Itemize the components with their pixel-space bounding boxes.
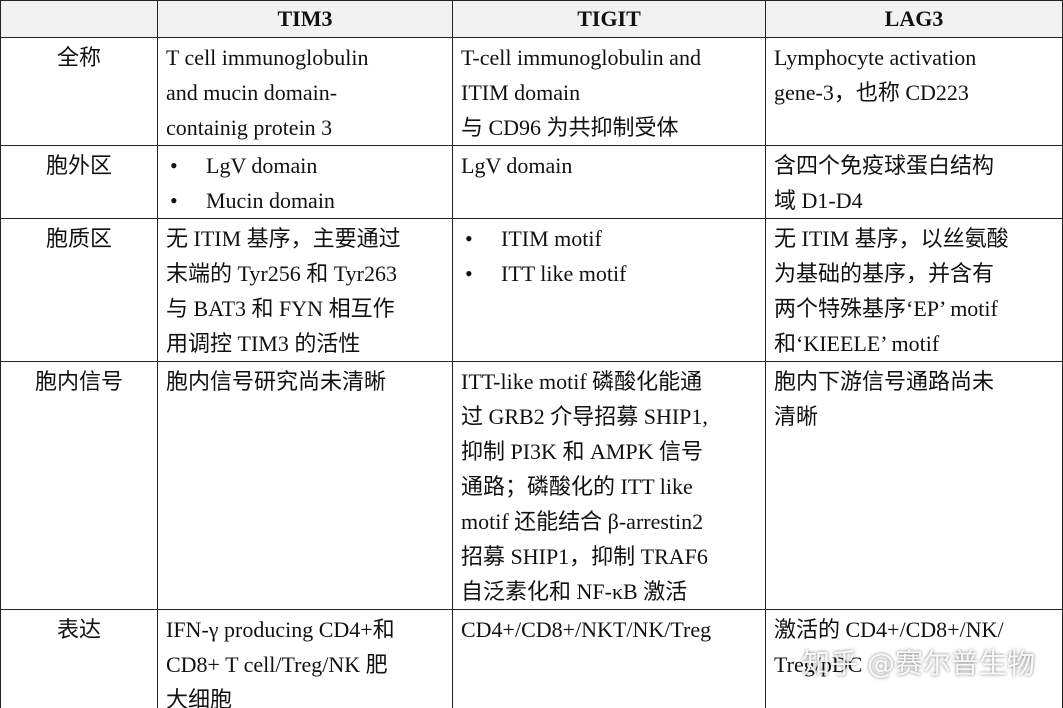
text-line: 抑制 PI3K 和 AMPK 信号 — [461, 439, 704, 464]
table-row: 胞质区无 ITIM 基序，主要通过 末端的 Tyr256 和 Tyr263 与 BA… — [0, 218, 1063, 362]
text-line: ITT-like motif 磷酸化能通 — [461, 369, 703, 394]
text-line: 招募 SHIP1，抑制 TRAF6 — [461, 544, 708, 569]
bullet-list: LgV domainMucin domain — [166, 148, 444, 218]
table-cell: 无 ITIM 基序，以丝氨酸 为基础的基序，并含有 两个特殊基序‘EP’ motif… — [765, 218, 1063, 362]
table-cell: 无 ITIM 基序，主要通过 末端的 Tyr256 和 Tyr263 与 BAT3 … — [157, 218, 453, 362]
table-cell: LgV domain — [452, 145, 766, 219]
text-line: 用调控 TIM3 的活性 — [166, 331, 361, 356]
watermark: 知乎 @赛尔普生物 — [802, 647, 1035, 680]
text-line: CD8+ T cell/Treg/NK 肥 — [166, 652, 388, 677]
text-line: 含四个免疫球蛋白结构 — [774, 153, 995, 178]
table-cell: 胞内信号研究尚未清晰 — [157, 361, 453, 610]
table-cell: 胞内下游信号通路尚未 清晰 — [765, 361, 1063, 610]
text-line: 清晰 — [774, 404, 819, 429]
table-row: 胞内信号 胞内信号研究尚未清晰 ITT-like motif 磷酸化能通过 GRB2… — [0, 361, 1063, 610]
table-body: 全称 T cell immunoglobulin and mucin domain-… — [0, 37, 1063, 708]
table-cell: 含四个免疫球蛋白结构域 D1-D4 — [765, 145, 1063, 219]
text-line: 激活的 CD4+/CD8+/NK/ — [774, 617, 1004, 642]
text-line: gene-3，也称 CD223 — [774, 80, 969, 105]
row-label: 胞质区 — [0, 218, 158, 362]
corner-cell — [0, 0, 158, 38]
text-line: LgV domain — [461, 153, 573, 178]
bullet-item: LgV domain — [166, 148, 444, 183]
table-cell: ITT-like motif 磷酸化能通过 GRB2 介导招募 SHIP1, 抑制… — [452, 361, 766, 610]
table-cell: Lymphocyte activation gene-3，也称 CD223 — [765, 37, 1063, 146]
text-line: 末端的 Tyr256 和 Tyr263 — [166, 261, 397, 286]
row-label: 胞外区 — [0, 145, 158, 219]
table-row: 全称 T cell immunoglobulin and mucin domain-… — [0, 37, 1063, 146]
bullet-item: Mucin domain — [166, 183, 444, 218]
text-line: T cell immunoglobulin — [166, 45, 369, 70]
text-line: 无 ITIM 基序，以丝氨酸 — [774, 226, 1009, 251]
text-line: 无 ITIM 基序，主要通过 — [166, 226, 401, 251]
bullet-item: ITT like motif — [461, 256, 757, 291]
text-line: 与 CD96 为共抑制受体 — [461, 115, 679, 140]
text-line: 域 D1-D4 — [774, 188, 863, 213]
text-line: 自泛素化和 NF-κB 激活 — [461, 579, 688, 604]
table-cell: 激活的 CD4+/CD8+/NK/Treg/pDC — [765, 609, 1063, 708]
text-line: motif 还能结合 β-arrestin2 — [461, 509, 704, 534]
header-cell: TIGIT — [452, 0, 766, 38]
text-line: 胞内下游信号通路尚未 — [774, 369, 995, 394]
text-line: 过 GRB2 介导招募 SHIP1, — [461, 404, 708, 429]
text-line: 通路；磷酸化的 ITT like — [461, 474, 693, 499]
table-cell: IFN-γ producing CD4+和 CD8+ T cell/Treg/NK… — [157, 609, 453, 708]
row-label: 全称 — [0, 37, 158, 146]
table-cell: T-cell immunoglobulin and ITIM domain 与 CD… — [452, 37, 766, 146]
text-line: 胞内信号研究尚未清晰 — [166, 369, 387, 394]
text-line: Lymphocyte activation — [774, 45, 977, 70]
text-line: Treg/pDC — [774, 652, 863, 677]
table-row: 表达 IFN-γ producing CD4+和 CD8+ T cell/Treg/… — [0, 609, 1063, 708]
text-line: containig protein 3 — [166, 115, 333, 140]
text-line: 为基础的基序，并含有 — [774, 261, 995, 286]
bullet-list: ITIM motifITT like motif — [461, 221, 757, 291]
row-label: 表达 — [0, 609, 158, 708]
text-line: IFN-γ producing CD4+和 — [166, 617, 395, 642]
text-line: 与 BAT3 和 FYN 相互作 — [166, 296, 395, 321]
table-cell: CD4+/CD8+/NKT/NK/Treg — [452, 609, 766, 708]
table-cell: T cell immunoglobulin and mucin domain-co… — [157, 37, 453, 146]
text-line: 大细胞 — [166, 687, 233, 708]
text-line: 两个特殊基序‘EP’ motif — [774, 296, 998, 321]
table-cell: ITIM motifITT like motif — [452, 218, 766, 362]
text-line: 和‘KIEELE’ motif — [774, 331, 940, 356]
text-line: CD4+/CD8+/NKT/NK/Treg — [461, 617, 712, 642]
header-cell: TIM3 — [157, 0, 453, 38]
row-label: 胞内信号 — [0, 361, 158, 610]
text-line: and mucin domain- — [166, 80, 338, 105]
header-cell: LAG3 — [765, 0, 1063, 38]
text-line: ITIM domain — [461, 80, 581, 105]
bullet-item: ITIM motif — [461, 221, 757, 256]
table-cell: LgV domainMucin domain — [157, 145, 453, 219]
header-row: TIM3 TIGIT LAG3 — [0, 0, 1063, 38]
text-line: T-cell immunoglobulin and — [461, 45, 701, 70]
